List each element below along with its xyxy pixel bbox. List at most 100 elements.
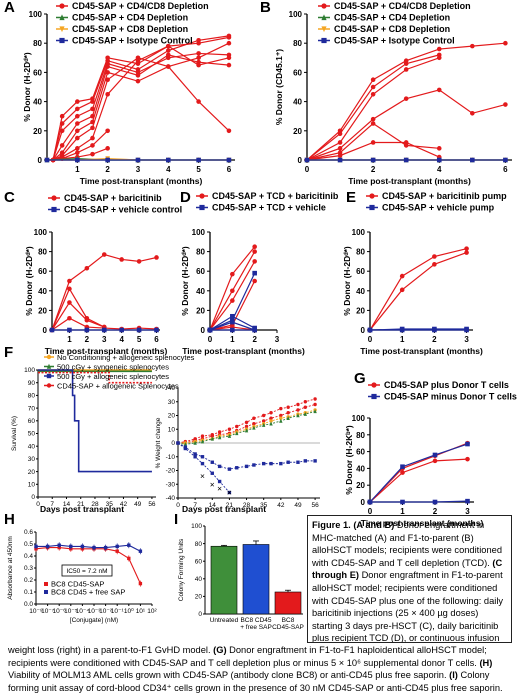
x-tick-label: 1 [230, 335, 235, 344]
series-line [367, 498, 470, 505]
series-path [52, 45, 230, 161]
y-tick-label: 80 [33, 39, 42, 48]
data-point [90, 106, 95, 112]
data-point [44, 157, 50, 163]
y-tick-label: 100 [24, 367, 35, 374]
data-point [119, 257, 124, 262]
legend: CD45-SAP + CD4/CD8 Depletion CD45-SAP + C… [56, 1, 209, 46]
y-tick-label: 60 [195, 558, 203, 565]
data-point [59, 121, 65, 126]
figure-caption-box: Figure 1. (A and B) Donor engraftment in… [307, 515, 512, 643]
data-point [252, 425, 256, 430]
y-tick-label: 100 [29, 10, 43, 19]
data-point [464, 250, 469, 255]
y-tick-label: 20 [356, 481, 365, 490]
legend-entry: CD45-SAP plus Donor T cells [384, 380, 509, 390]
panel-B: 0 20 40 60 80 100 0 2 4 6 Time post-transplant (mo… [260, 0, 512, 186]
x-axis-label: Time post-transplant (months) [361, 518, 484, 528]
series-line [367, 456, 470, 505]
data-point [75, 135, 80, 141]
data-point [470, 43, 475, 49]
x-tick-label: 2 [85, 335, 90, 344]
bar [242, 544, 270, 615]
data-point [135, 73, 141, 78]
x-tick-label: 6 [154, 335, 159, 344]
y-tick-label: 0.5 [24, 541, 33, 548]
y-tick-label: 40 [38, 287, 47, 296]
legend-marker [59, 3, 65, 9]
panel-H: H0.00.10.20.30.40.50.610⁻⁸10⁻⁷10⁻⁶10⁻⁵10… [4, 511, 158, 624]
series-line [44, 157, 232, 163]
x-tick-label: 1 [400, 507, 405, 516]
legend-marker [51, 195, 57, 201]
data-point [59, 128, 65, 134]
data-point [200, 455, 205, 459]
series-path [52, 35, 230, 161]
data-point [154, 255, 159, 260]
panel-label: C [4, 189, 15, 206]
series-path [369, 248, 467, 331]
data-point [261, 422, 266, 427]
y-tick-label: 40 [28, 443, 36, 450]
category-label: BC8 [282, 617, 295, 624]
series-line [304, 52, 442, 163]
x-tick-label: 0 [36, 501, 40, 508]
data-point [296, 460, 300, 464]
data-point [269, 416, 273, 420]
bar [274, 591, 302, 615]
data-point [67, 286, 72, 292]
data-point [230, 327, 235, 333]
category-label: Untreated [210, 617, 239, 624]
data-point [370, 84, 376, 90]
x-tick-label: 10⁻⁵ [64, 608, 78, 615]
y-tick-label: 60 [33, 68, 42, 77]
series-line [304, 157, 508, 163]
data-point [183, 442, 188, 447]
data-point [244, 428, 249, 433]
data-point [90, 125, 95, 131]
x-tick-label: 2 [252, 335, 257, 344]
x-tick-label: 3 [275, 335, 280, 344]
x-tick-label: 10⁻¹ [111, 608, 125, 615]
data-point [313, 397, 317, 401]
data-point [337, 140, 343, 145]
y-tick-label: 80 [356, 431, 365, 440]
y-tick-label: 100 [289, 10, 303, 19]
x-axis-label: Time post-transplant (months) [348, 176, 471, 186]
data-point [337, 146, 343, 151]
data-point [470, 157, 475, 163]
ic50-box [61, 564, 113, 577]
data-point [261, 413, 266, 418]
x-tick-label: 4 [166, 165, 171, 174]
x-tick-label: 10² [147, 608, 157, 615]
data-point [67, 315, 72, 321]
data-point [226, 40, 232, 46]
panel-D: 0 20 40 60 80 100 0 1 2 3 Time post-transplant (mo… [180, 189, 339, 356]
y-tick-label: 40 [356, 464, 365, 473]
data-point [154, 327, 159, 333]
data-point [370, 140, 376, 145]
data-point [403, 157, 409, 163]
y-tick-label: 100 [191, 523, 202, 530]
legend-entry: CD45-SAP + CD4 Depletion [72, 13, 188, 23]
data-point [196, 157, 201, 163]
data-point [90, 151, 95, 157]
data-point [75, 146, 80, 151]
legend-marker [59, 26, 65, 33]
y-axis-label: % Donor (H-2Kᵇ*) [344, 425, 354, 495]
y-tick-label: 40 [196, 287, 205, 296]
y-tick-label: 70 [28, 405, 36, 412]
data-point [136, 259, 142, 264]
y-tick-label: 0 [298, 156, 303, 165]
legend-marker [199, 193, 205, 199]
x-tick-label: 7 [193, 502, 197, 509]
series-path [370, 500, 468, 503]
weight-series [176, 397, 317, 445]
data-point [470, 110, 475, 116]
y-tick-label: 0.0 [24, 601, 33, 608]
data-point [90, 135, 95, 141]
x-tick-label: 2 [433, 507, 438, 516]
x-tick-label: 3 [102, 335, 107, 344]
x-tick-label: 35 [106, 501, 114, 508]
